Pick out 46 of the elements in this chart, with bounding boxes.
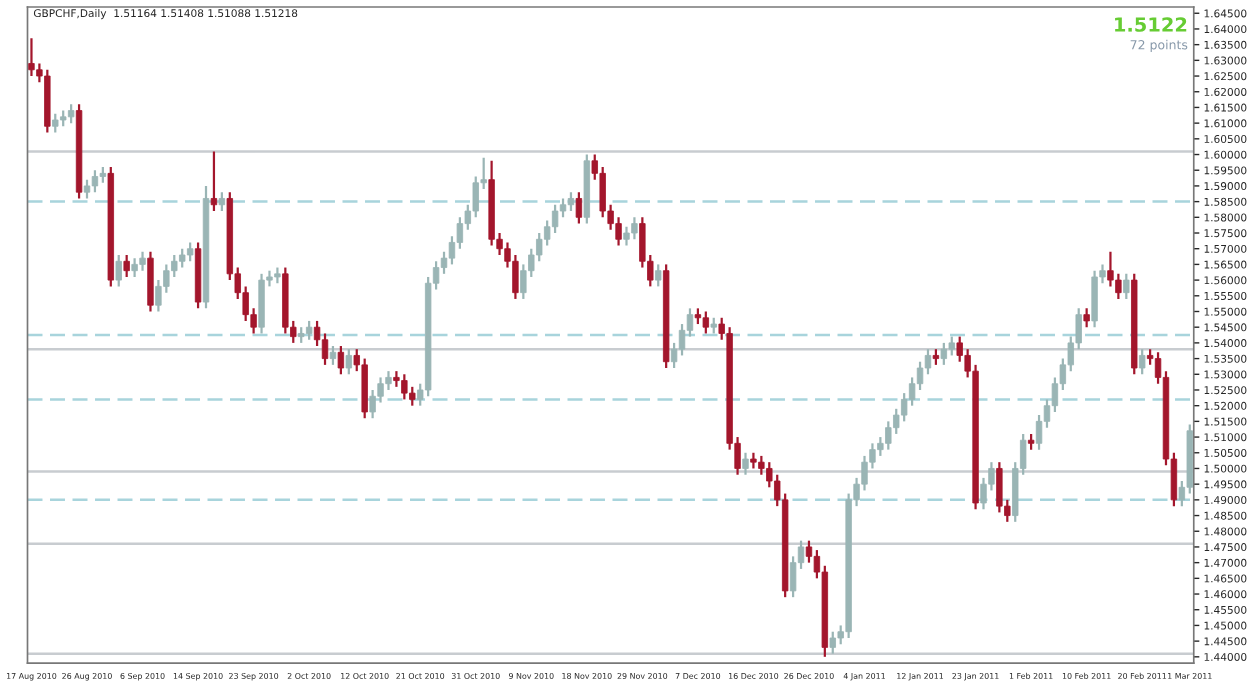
candlestick bbox=[115, 253, 122, 288]
candlestick bbox=[409, 385, 416, 407]
candlestick bbox=[321, 332, 329, 366]
candlestick bbox=[1138, 348, 1146, 376]
candlestick bbox=[171, 253, 178, 279]
candlestick bbox=[345, 348, 353, 376]
candlestick bbox=[567, 191, 575, 213]
candlestick bbox=[575, 191, 583, 225]
candlestick bbox=[83, 178, 91, 200]
candlestick bbox=[1091, 269, 1098, 329]
candlestick bbox=[1123, 272, 1130, 301]
candlestick bbox=[218, 191, 226, 213]
candlestick bbox=[829, 630, 836, 655]
candlestick bbox=[742, 451, 749, 476]
candlestick bbox=[67, 103, 75, 125]
candlestick bbox=[210, 150, 218, 213]
candlestick bbox=[337, 344, 345, 376]
candlestick bbox=[559, 197, 567, 219]
candlestick bbox=[702, 310, 710, 335]
candlestick bbox=[139, 250, 146, 272]
candlestick bbox=[131, 257, 138, 279]
candlestick bbox=[948, 335, 955, 357]
candlestick bbox=[258, 272, 265, 335]
annotation: 1.5122 bbox=[1115, 17, 1187, 32]
candlestick bbox=[916, 360, 924, 392]
candlestick bbox=[147, 250, 154, 313]
candlestick bbox=[996, 461, 1003, 514]
candlestick bbox=[678, 322, 686, 357]
candlestick bbox=[551, 203, 559, 235]
candlestick bbox=[91, 169, 99, 194]
candlestick bbox=[179, 247, 186, 269]
candlestick bbox=[186, 241, 194, 263]
candlestick bbox=[52, 112, 59, 134]
candlestick bbox=[631, 216, 638, 241]
candlestick bbox=[623, 225, 630, 247]
candlestick bbox=[1083, 307, 1090, 329]
candlestick bbox=[401, 373, 408, 401]
candlestick bbox=[924, 348, 932, 376]
candlestick bbox=[655, 263, 662, 288]
candlestick bbox=[361, 357, 368, 420]
candlestick bbox=[329, 344, 337, 366]
candlestick bbox=[305, 319, 313, 341]
candlestick bbox=[940, 341, 948, 366]
candlestick bbox=[1035, 413, 1043, 451]
candlestick bbox=[28, 37, 35, 78]
candlestick bbox=[123, 253, 130, 279]
